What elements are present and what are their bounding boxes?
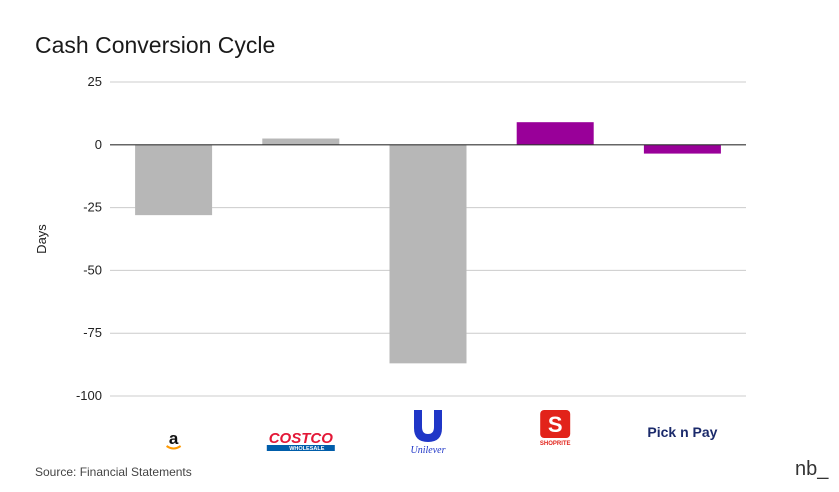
svg-text:COSTCO: COSTCO: [269, 430, 334, 447]
y-tick-label: 0: [95, 137, 102, 152]
watermark: nb_: [795, 458, 829, 480]
y-tick-label: -100: [76, 388, 102, 403]
svg-text:WHOLESALE: WHOLESALE: [289, 446, 324, 452]
y-axis-title: Days: [34, 224, 49, 254]
bar: [135, 144, 213, 216]
y-tick-labels: 25 0 -25 -50 -75 -100: [76, 74, 102, 403]
y-tick-label: 25: [88, 74, 102, 89]
svg-text:a: a: [169, 429, 179, 448]
y-tick-label: -50: [83, 262, 102, 277]
picknpay-logo: Pick n Pay: [647, 424, 717, 440]
svg-text:Pick n Pay: Pick n Pay: [647, 424, 717, 440]
y-tick-label: -25: [83, 200, 102, 215]
shoprite-logo: S SHOPRITE: [540, 410, 571, 447]
bar: [516, 122, 594, 145]
bar: [643, 144, 721, 154]
source-note: Source: Financial Statements: [35, 465, 192, 479]
bar: [389, 144, 467, 364]
svg-text:S: S: [548, 412, 563, 437]
amazon-logo: a: [166, 429, 182, 450]
svg-text:SHOPRITE: SHOPRITE: [540, 441, 571, 447]
unilever-logo: Unilever: [411, 410, 446, 456]
y-tick-label: -75: [83, 325, 102, 340]
chart-title: Cash Conversion Cycle: [35, 32, 276, 58]
bar: [262, 138, 340, 145]
svg-text:Unilever: Unilever: [411, 445, 446, 456]
bars: [135, 122, 721, 364]
